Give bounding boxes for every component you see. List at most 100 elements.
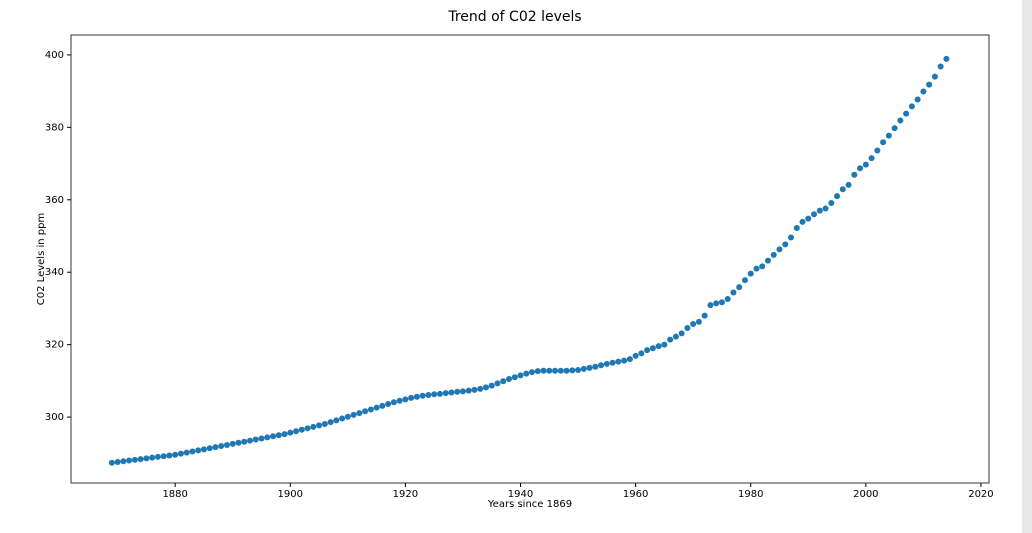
- point: [454, 388, 461, 395]
- point: [108, 459, 115, 466]
- point: [425, 391, 432, 398]
- point: [367, 406, 374, 413]
- point: [782, 241, 789, 248]
- point: [431, 391, 438, 398]
- point: [172, 451, 179, 458]
- point: [730, 289, 737, 296]
- point: [811, 211, 818, 218]
- point: [362, 408, 369, 415]
- point: [246, 437, 253, 444]
- point: [402, 396, 409, 403]
- point: [137, 456, 144, 463]
- point: [408, 394, 415, 401]
- point: [189, 448, 196, 455]
- plot-frame: [70, 34, 990, 484]
- point: [552, 367, 559, 374]
- point: [235, 439, 242, 446]
- y-axis-label: C02 Levels in ppm: [36, 213, 47, 305]
- point: [218, 443, 225, 450]
- point: [592, 363, 599, 370]
- point: [805, 215, 812, 222]
- point: [632, 352, 639, 359]
- scrollbar: [1022, 0, 1032, 533]
- point: [638, 350, 645, 357]
- y-tick-label: 360: [45, 195, 64, 206]
- point: [379, 402, 386, 409]
- point: [154, 453, 161, 460]
- x-tick-label: 1880: [162, 489, 187, 500]
- point: [690, 321, 697, 328]
- point: [114, 458, 121, 465]
- point: [759, 263, 766, 270]
- point: [621, 357, 628, 364]
- point: [828, 200, 835, 207]
- chart-title: Trend of C02 levels: [447, 9, 581, 25]
- point: [799, 218, 806, 225]
- point: [580, 365, 587, 372]
- x-tick-label: 2000: [853, 489, 878, 500]
- point: [200, 446, 207, 453]
- point: [649, 345, 656, 352]
- point: [862, 161, 869, 168]
- point: [672, 333, 679, 340]
- point: [505, 376, 512, 383]
- point: [459, 388, 466, 395]
- point: [442, 390, 449, 397]
- point: [776, 246, 783, 253]
- point: [655, 343, 662, 350]
- point: [764, 257, 771, 264]
- point: [788, 234, 795, 241]
- point: [482, 384, 489, 391]
- point: [845, 181, 852, 188]
- point: [298, 426, 305, 433]
- point: [644, 347, 651, 354]
- point: [143, 455, 150, 462]
- point: [160, 453, 167, 460]
- point: [281, 431, 288, 438]
- x-tick-label: 1980: [738, 489, 763, 500]
- point: [511, 374, 518, 381]
- point: [546, 367, 553, 374]
- point: [494, 380, 501, 387]
- point: [500, 378, 507, 385]
- point: [321, 420, 328, 427]
- point: [891, 125, 898, 132]
- point: [252, 436, 259, 443]
- point: [333, 417, 340, 424]
- point: [212, 444, 219, 451]
- point: [563, 367, 570, 374]
- point: [477, 385, 484, 392]
- point: [413, 393, 420, 400]
- x-tick-label: 1960: [623, 489, 648, 500]
- point: [534, 368, 541, 375]
- point: [626, 356, 633, 363]
- point: [920, 88, 927, 95]
- y-tick-label: 320: [45, 340, 64, 351]
- point: [874, 147, 881, 154]
- point: [471, 386, 478, 393]
- point: [851, 171, 858, 178]
- point: [908, 103, 915, 110]
- point: [316, 422, 323, 429]
- point: [724, 296, 731, 303]
- point: [356, 410, 363, 417]
- point: [937, 63, 944, 70]
- point: [569, 367, 576, 374]
- point: [598, 362, 605, 369]
- point: [540, 367, 547, 374]
- point: [448, 389, 455, 396]
- point: [914, 96, 921, 103]
- x-tick-label: 1940: [508, 489, 533, 500]
- point: [166, 452, 173, 459]
- point: [177, 450, 184, 457]
- point: [223, 441, 230, 448]
- point: [390, 399, 397, 406]
- point: [868, 155, 875, 162]
- point: [661, 341, 668, 348]
- point: [287, 429, 294, 436]
- point: [229, 440, 236, 447]
- point: [741, 277, 748, 284]
- point: [943, 55, 950, 62]
- point: [695, 318, 702, 325]
